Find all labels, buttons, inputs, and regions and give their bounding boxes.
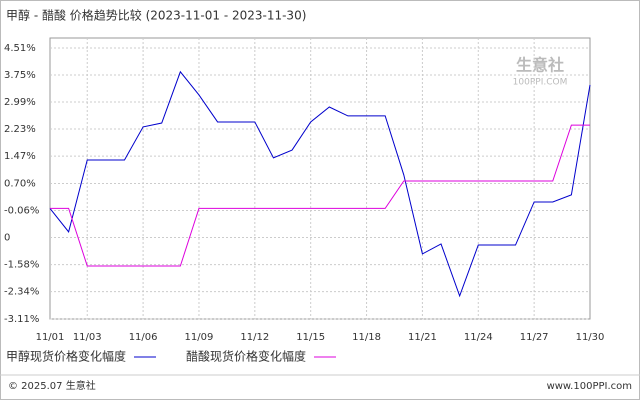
x-tick-label: 11/24 (464, 332, 493, 343)
series-line (49, 70, 591, 298)
y-tick-label: 1.47% (4, 151, 36, 162)
y-tick-label: 2.99% (4, 97, 36, 108)
x-tick-label: 11/18 (352, 332, 381, 343)
x-tick-label: 11/01 (36, 332, 65, 343)
watermark: 生意社 (516, 56, 564, 75)
y-tick-label: -1.58% (4, 260, 39, 271)
x-tick-label: 11/21 (408, 332, 437, 343)
y-tick-label: -3.11% (4, 314, 39, 325)
x-tick-label: 11/12 (240, 332, 269, 343)
footer-left: © 2025.07 生意社 (8, 379, 96, 392)
footer-right: www.100PPI.com (547, 381, 632, 392)
chart-title: 甲醇 - 醋酸 价格趋势比较 (2023-11-01 - 2023-11-30) (6, 8, 306, 23)
x-tick-label: 11/09 (185, 332, 214, 343)
x-tick-label: 11/30 (576, 332, 605, 343)
x-tick-label: 11/27 (520, 332, 549, 343)
y-tick-label: 2.23% (4, 124, 36, 135)
x-tick-label: 11/03 (73, 332, 102, 343)
x-tick-label: 11/06 (129, 332, 158, 343)
y-tick-label: -2.34% (4, 287, 39, 298)
y-tick-label: 0.70% (4, 178, 36, 189)
watermark-sub: 100PPI.COM (513, 78, 568, 88)
series-line (50, 124, 590, 267)
legend-label: 醋酸现货价格变化幅度 (186, 349, 306, 364)
y-tick-label: -0.06% (4, 206, 39, 217)
x-tick-label: 11/15 (296, 332, 325, 343)
y-tick-label: 3.75% (4, 70, 36, 81)
y-tick-label: 4.51% (4, 43, 36, 54)
y-tick-label: 0 (4, 233, 10, 244)
legend-label: 甲醇现货价格变化幅度 (6, 349, 126, 364)
